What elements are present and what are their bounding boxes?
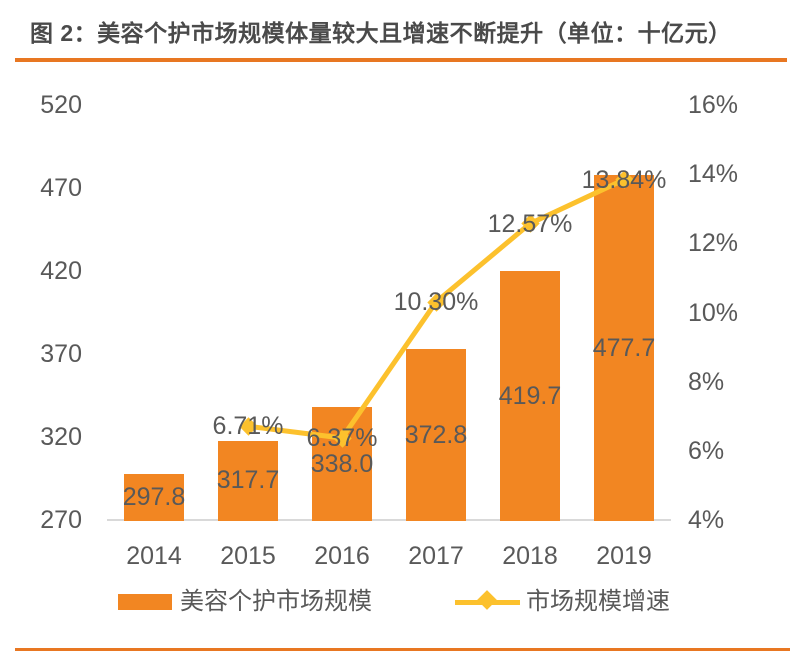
bar-value-label: 477.7 [592,333,656,362]
secondary-y-axis-tick-label: 8% [688,367,725,396]
figure-title: 图 2：美容个护市场规模体量较大且增速不断提升（单位：十亿元） [30,20,732,46]
y-axis-tick-label: 270 [40,506,82,534]
secondary-y-axis-tick-label: 16% [688,91,739,119]
secondary-y-axis-tick-label: 12% [688,229,739,258]
line-value-label: 6.71% [212,412,284,441]
bar [312,407,372,521]
line-value-label: 10.30% [393,288,479,317]
bar-value-label: 297.8 [122,482,186,511]
x-axis-line [107,519,671,521]
bar [218,440,278,521]
y-axis-tick-label: 320 [40,423,82,451]
bar [406,349,466,521]
figure-bottom-rule [15,648,790,651]
y-axis-tick-label: 470 [40,174,82,202]
x-axis-tick-label: 2017 [408,542,464,570]
x-axis-tick-label: 2016 [314,542,370,570]
secondary-y-axis-tick-label: 4% [688,506,725,534]
y-axis-tick-label: 520 [40,91,82,119]
bar-series-legend-label: 美容个护市场规模 [180,588,372,615]
bar-series-swatch [118,594,172,610]
x-axis-tick-label: 2014 [126,542,182,570]
y-axis-tick-label: 420 [40,257,82,285]
y-axis-tick-label: 370 [40,340,82,368]
bar [124,473,184,521]
line-value-label: 6.37% [306,424,378,453]
line-value-label: 13.84% [581,165,667,194]
secondary-y-axis-tick-label: 6% [688,436,725,465]
title-underline-rule [15,58,787,62]
bar [500,271,560,521]
x-axis-tick-label: 2018 [502,542,558,570]
bar-value-label: 419.7 [498,381,562,410]
secondary-y-axis-tick-label: 14% [688,160,739,189]
x-axis-tick-label: 2015 [220,542,276,570]
x-axis-tick-label: 2019 [596,542,652,570]
line-series-legend-label: 市场规模增速 [526,588,670,615]
legend: 美容个护市场规模 市场规模增速 [0,585,805,625]
bar-value-label: 372.8 [404,420,468,449]
bar [594,175,654,521]
bar-value-label: 338.0 [310,449,374,478]
bar-value-label: 317.7 [216,466,280,495]
secondary-y-axis-tick-label: 10% [688,298,739,327]
line-value-label: 12.57% [487,209,573,238]
